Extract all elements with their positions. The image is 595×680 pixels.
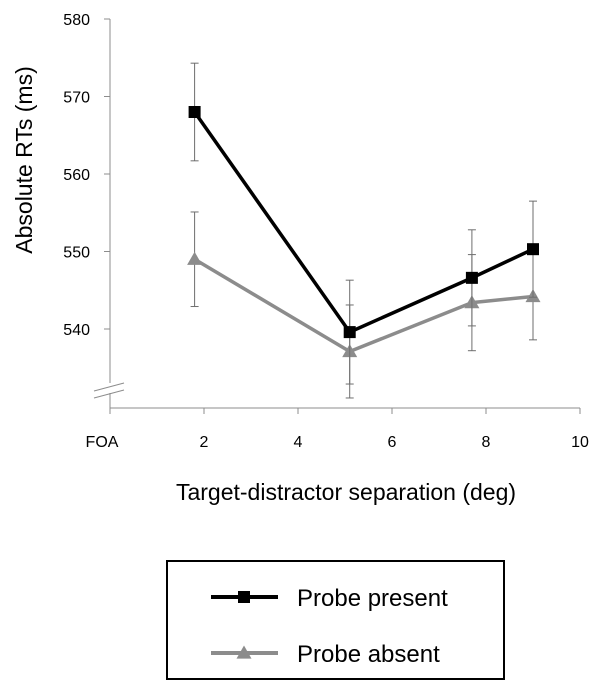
axis-break-mark: [93, 389, 125, 399]
series-layer: [187, 62, 541, 399]
x-tick-label: 6: [388, 434, 397, 451]
series-probe-absent: [187, 211, 541, 399]
data-point: [188, 106, 201, 118]
data-point: [527, 243, 539, 256]
series-line: [193, 110, 534, 334]
x-tick-label: 4: [294, 434, 303, 451]
legend-label: Probe absent: [297, 641, 440, 668]
legend-item: Probe absent: [211, 641, 440, 668]
axis-break-mark: [93, 382, 125, 392]
legend-label: Probe present: [297, 585, 448, 612]
x-tick-label: 2: [200, 434, 209, 451]
legend: Probe present Probe absent: [166, 560, 505, 680]
x-tick-label: 8: [482, 434, 491, 451]
legend-box: [166, 560, 505, 680]
x-axis-ticks: FOA 2 4 6 8 10: [86, 408, 589, 451]
axes: [93, 19, 580, 409]
x-axis-title: Target-distractor separation (deg): [176, 479, 516, 505]
data-point: [465, 271, 478, 284]
data-point: [187, 251, 203, 265]
y-axis-title: Absolute RTs (ms): [11, 66, 37, 253]
series-probe-present: [188, 62, 539, 385]
y-tick-label: 540: [63, 322, 90, 339]
y-tick-label: 550: [63, 245, 90, 262]
x-tick-label: 10: [571, 434, 589, 451]
y-tick-label: 570: [63, 90, 90, 107]
legend-marker: [236, 645, 252, 659]
legend-item: Probe present: [211, 585, 448, 612]
y-tick-label: 560: [63, 167, 90, 184]
series-line: [193, 257, 534, 354]
data-point: [343, 326, 356, 339]
y-tick-label: 580: [63, 12, 90, 29]
legend-marker: [238, 591, 250, 603]
x-tick-label: FOA: [86, 434, 119, 451]
y-axis-ticks: 540 550 560 570 580: [63, 12, 110, 339]
